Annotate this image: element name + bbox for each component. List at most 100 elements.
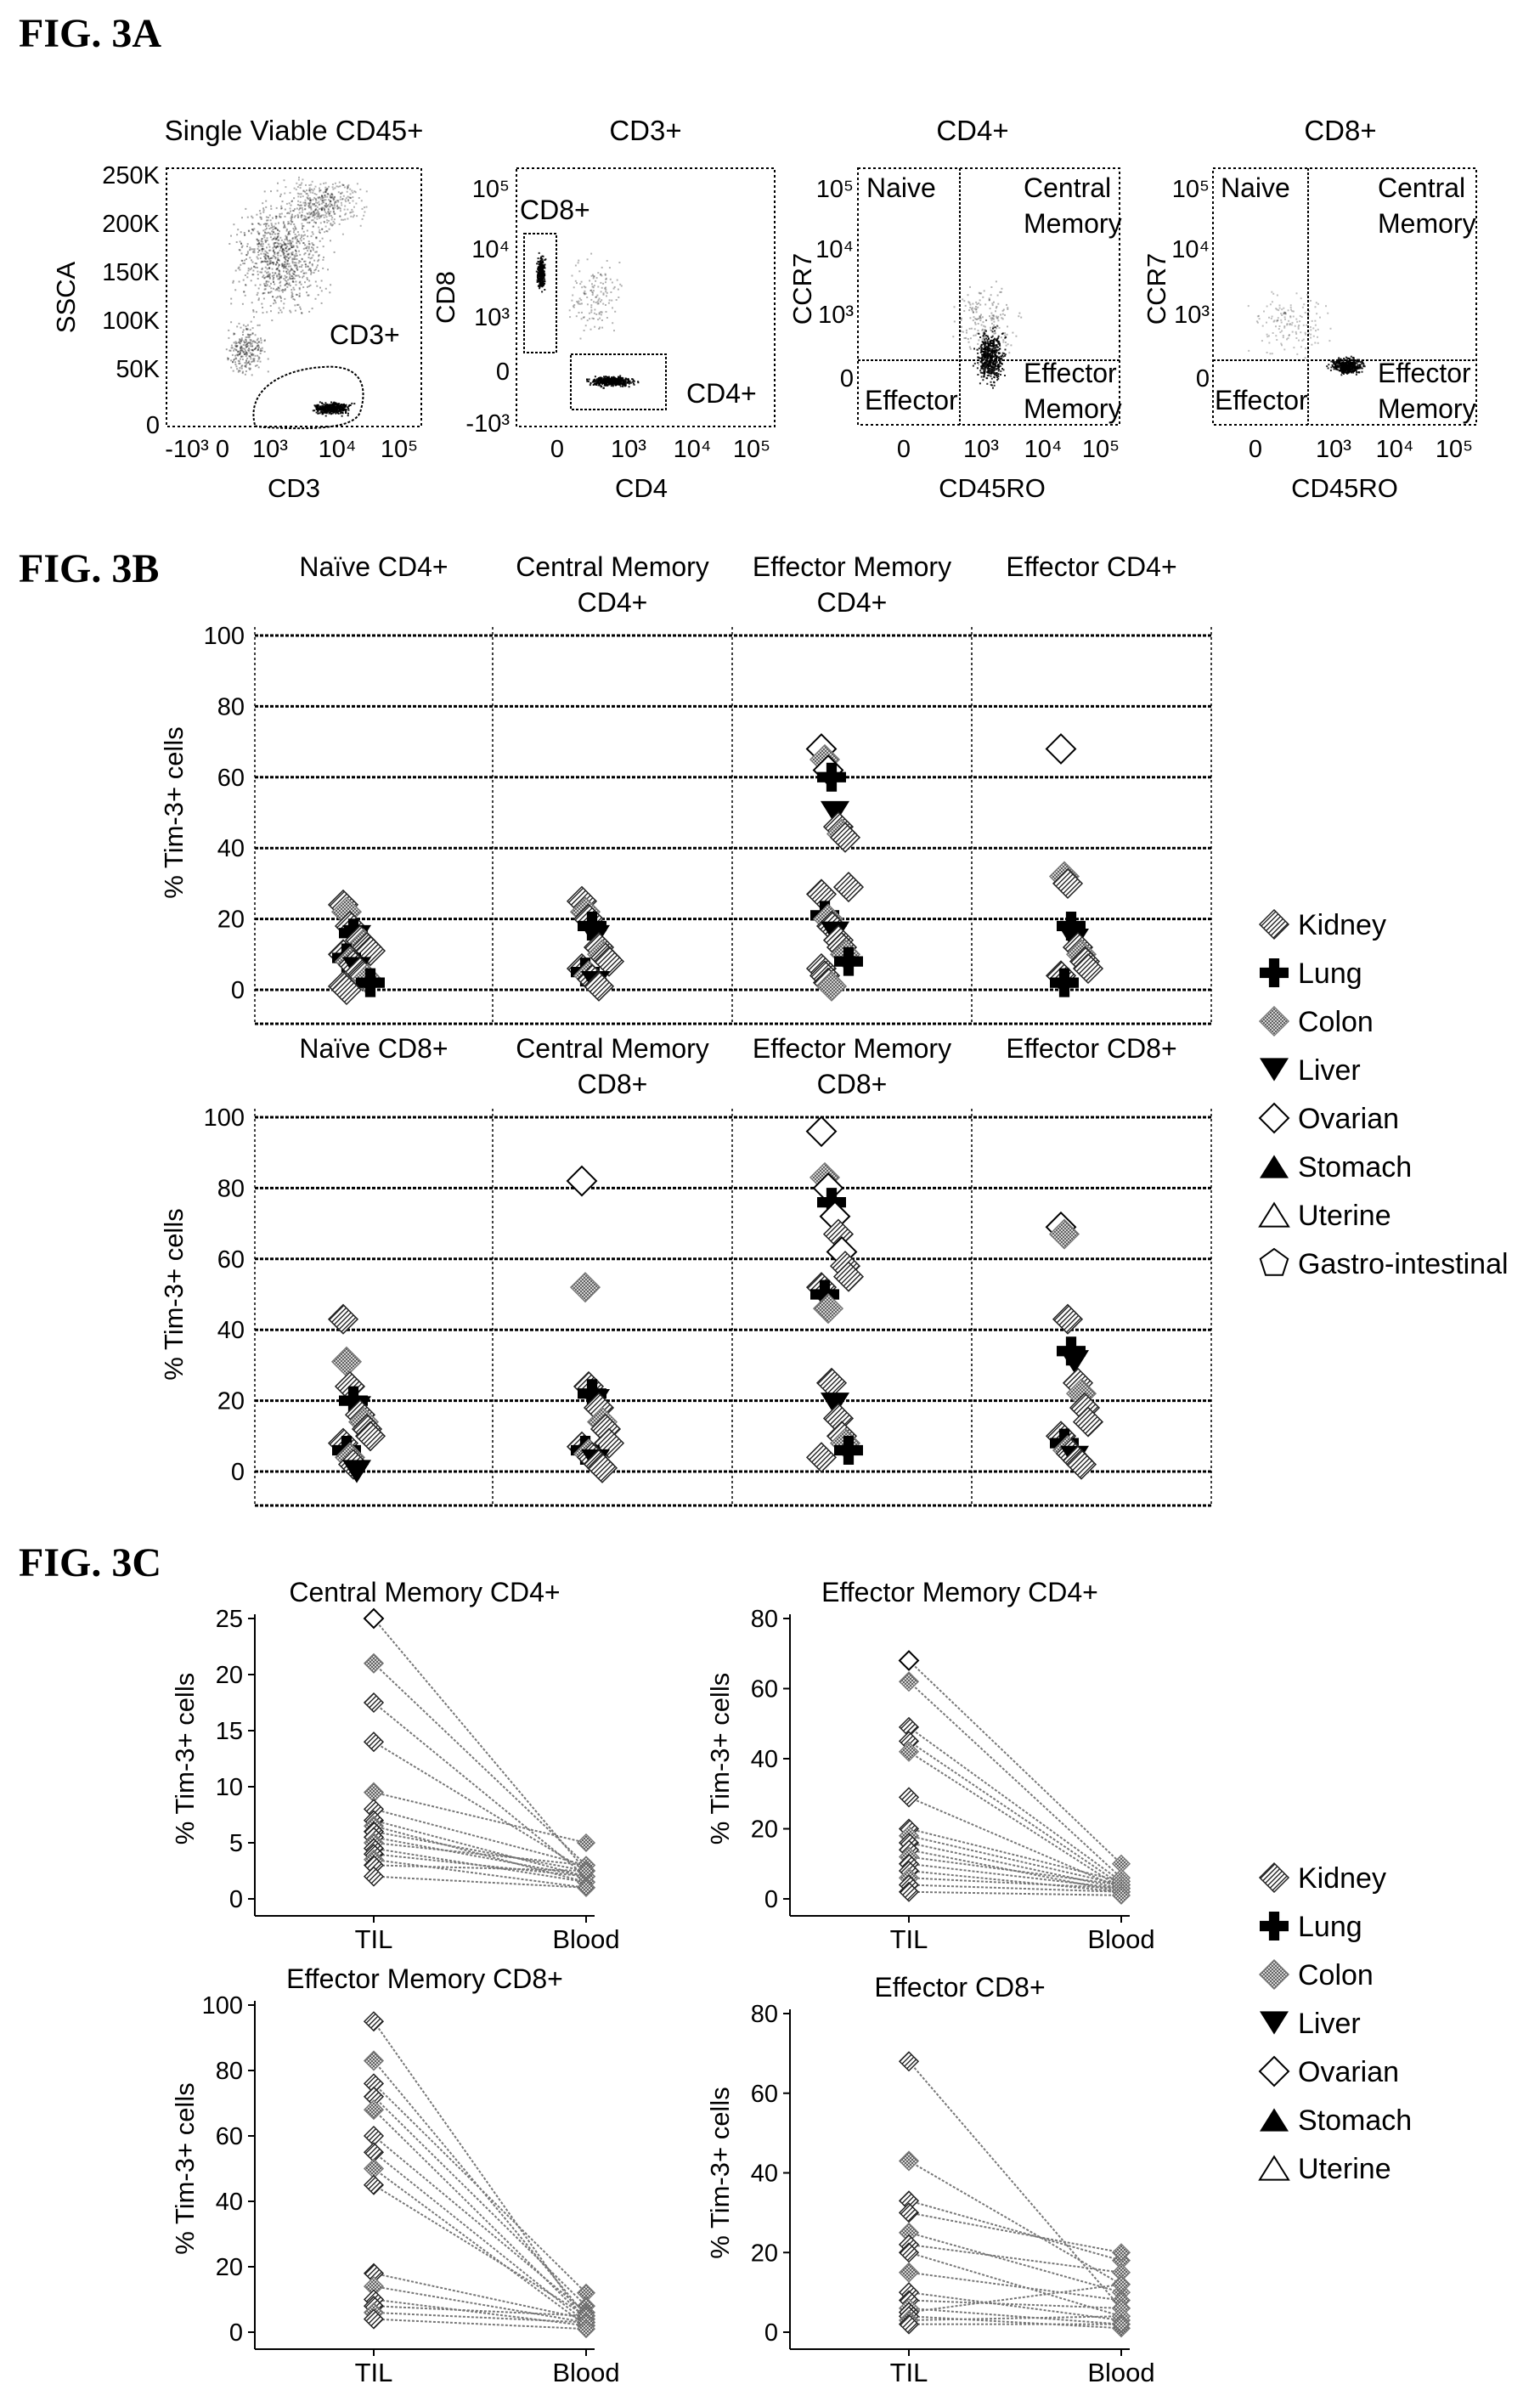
til-point	[363, 2011, 385, 2032]
ytick: 10⁵	[816, 176, 854, 203]
data-point	[1050, 968, 1079, 997]
data-point	[817, 1188, 846, 1217]
til-point	[363, 1652, 385, 1674]
til-point	[898, 1650, 920, 1671]
fig3a-panel-cd4: CD4+ 10⁵ 10⁴ 10³ 0 0 10³ 10⁴ 10⁵ CD45RO …	[787, 115, 1122, 503]
gate-central-memory: Memory	[1024, 208, 1122, 239]
pair-line	[373, 1825, 587, 1884]
pair-line	[373, 2305, 587, 2317]
til-point	[363, 1692, 385, 1714]
pair-line	[908, 1828, 1122, 1883]
cd45-density-dots	[225, 176, 368, 417]
pair-line	[373, 2151, 587, 2324]
legend-label: Kidney	[1298, 909, 1386, 941]
legend-marker-kidney	[1258, 908, 1290, 941]
pair-line	[373, 2183, 587, 2317]
blood-point	[1111, 1885, 1131, 1905]
ytick: 60	[217, 1246, 245, 1274]
data-point	[812, 1293, 844, 1325]
ytick: 80	[217, 693, 245, 720]
xtick: 10⁴	[1024, 436, 1063, 463]
pair-line	[373, 2020, 587, 2324]
fig3a-label: FIG. 3A	[19, 11, 161, 56]
xtick: 0	[550, 436, 564, 463]
gate-central: Central	[1024, 172, 1111, 203]
legend-marker-kidney	[1258, 1861, 1290, 1894]
ytick: 10	[216, 1774, 243, 1801]
chart-title: Effector Memory CD8+	[286, 1963, 563, 1994]
ytick: 0	[229, 1886, 243, 1913]
ylabel: % Tim-3+ cells	[705, 1673, 735, 1844]
ytick: 20	[216, 2254, 243, 2281]
legend-marker-lung	[1260, 958, 1289, 987]
til-point	[898, 2051, 920, 2072]
ytick: 10³	[1174, 302, 1210, 329]
panel-title: Effector CD4+	[1006, 551, 1176, 582]
fig3c-panel: 0 20 40 60 80 TIL Blood Effector Memory CD4+ % T…	[705, 1577, 1155, 1954]
ylabel: CD8	[431, 271, 460, 324]
pair-line	[908, 1862, 1122, 1890]
xtick: 10⁴	[1376, 436, 1414, 463]
pair-line	[908, 2160, 1122, 2285]
til-point	[363, 1732, 385, 1753]
gate-effector-memory-2: Memory	[1378, 393, 1476, 424]
ytick: 10⁴	[1171, 236, 1210, 263]
ytick: 100	[202, 1992, 243, 2020]
cd4-density-dots	[952, 280, 1023, 389]
legend-label: Stomach	[1298, 1151, 1412, 1184]
legend-label: Uterine	[1298, 1200, 1391, 1232]
xtick: 10³	[1316, 436, 1351, 463]
ytick: 80	[217, 1175, 245, 1202]
data-point	[356, 968, 385, 997]
xlabel: CD3	[268, 473, 320, 503]
ylabel: % Tim-3+ cells	[159, 1208, 189, 1380]
pair-line	[373, 1618, 587, 1872]
pair-line	[373, 2285, 587, 2324]
gate-cd4: CD4+	[686, 378, 757, 409]
pair-line	[373, 2096, 587, 2307]
data-point	[566, 1165, 598, 1197]
xtick: Blood	[552, 2358, 619, 2384]
ytick: 15	[216, 1718, 243, 1745]
pair-line	[373, 2135, 587, 2313]
pair-line	[908, 1884, 1122, 1893]
pair-line	[908, 2200, 1122, 2262]
pair-line	[373, 1663, 587, 1867]
pair-line	[373, 1830, 587, 1872]
pair-line	[908, 2291, 1122, 2321]
xtick: -10³	[165, 436, 209, 463]
data-point	[829, 822, 861, 853]
xtick: 0	[897, 436, 911, 463]
data-point	[569, 1272, 601, 1303]
panel-title: CD4+	[578, 587, 648, 618]
data-point	[805, 1442, 838, 1473]
pair-line	[908, 1750, 1122, 1890]
ytick: 0	[496, 359, 510, 386]
legend-marker-uterine	[1258, 2155, 1290, 2181]
pair-line	[908, 2307, 1122, 2325]
pair-line	[908, 1659, 1122, 1865]
til-point	[363, 2308, 385, 2330]
ytick: 80	[751, 1606, 778, 1633]
ytick: 100	[204, 1104, 245, 1132]
cd3-density-dots	[535, 251, 640, 389]
ytick: 60	[216, 2123, 243, 2150]
data-point	[817, 762, 846, 792]
legend-marker-ovarian	[1258, 2055, 1290, 2087]
data-point	[1072, 952, 1104, 985]
data-point	[1052, 867, 1084, 899]
pair-line	[373, 1808, 587, 1867]
pair-line	[373, 1842, 587, 1867]
fig3c-charts: 0 5 10 15 20 25 TIL Blood Central Memory CD4+ % T…	[170, 1577, 1155, 2384]
pair-line	[373, 2311, 587, 2324]
xtick: 10⁴	[319, 436, 357, 463]
til-point	[898, 2202, 920, 2223]
ytick: 0	[231, 977, 245, 1004]
legend-label: Lung	[1298, 958, 1362, 990]
fig3a-panel4-title: CD8+	[1304, 115, 1376, 146]
legend-marker-uterine	[1258, 1201, 1290, 1228]
ytick: 60	[751, 1676, 778, 1703]
pair-line	[908, 2212, 1122, 2254]
chart-title: Effector CD8+	[874, 1972, 1045, 2003]
pair-line	[908, 1796, 1122, 1890]
